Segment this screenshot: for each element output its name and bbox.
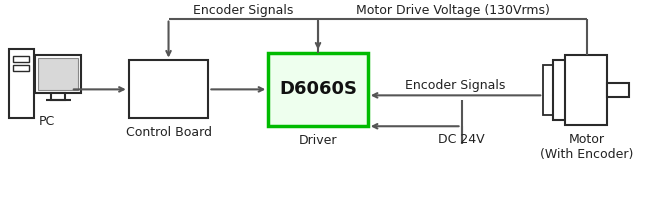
Text: Control Board: Control Board xyxy=(125,126,211,139)
Bar xyxy=(51,93,65,100)
Bar xyxy=(9,49,34,118)
Bar xyxy=(38,58,78,90)
Text: Driver: Driver xyxy=(299,134,337,147)
Text: Motor
(With Encoder): Motor (With Encoder) xyxy=(540,133,634,161)
Text: DC 24V: DC 24V xyxy=(438,133,485,146)
Bar xyxy=(543,65,555,115)
Bar xyxy=(13,65,29,71)
Bar xyxy=(566,55,607,125)
Text: D6060S: D6060S xyxy=(279,80,357,98)
Bar xyxy=(553,60,567,120)
Bar xyxy=(35,55,81,93)
Bar xyxy=(13,56,29,62)
Text: Encoder Signals: Encoder Signals xyxy=(193,4,293,17)
Bar xyxy=(129,60,209,118)
Text: Encoder Signals: Encoder Signals xyxy=(406,79,506,92)
Text: Motor Drive Voltage (130Vrms): Motor Drive Voltage (130Vrms) xyxy=(356,4,549,17)
Text: PC: PC xyxy=(39,115,55,128)
Bar xyxy=(268,53,368,126)
Bar xyxy=(607,83,629,97)
